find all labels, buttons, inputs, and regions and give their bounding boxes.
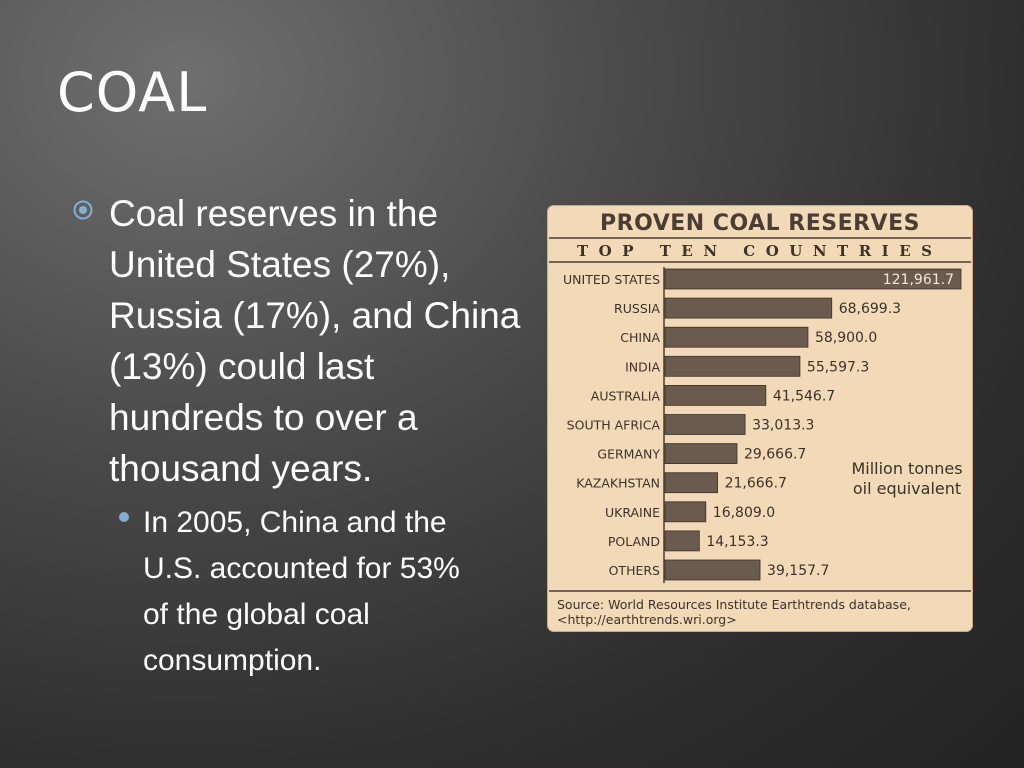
category-label: SOUTH AFRICA xyxy=(567,418,661,433)
sub-bullet-text: In 2005, China and the U.S. accounted fo… xyxy=(143,506,460,677)
chart-plot: UNITED STATES 121,961.7 RUSSIA 68,699.3 CHIN… xyxy=(549,237,971,592)
bar xyxy=(664,297,833,319)
unit-label: Million tonnes oil equivalent xyxy=(851,459,963,498)
value-label: 16,809.0 xyxy=(713,505,775,521)
category-label: RUSSIA xyxy=(614,301,660,316)
slide-title: COAL xyxy=(57,61,208,124)
bullet-item: Coal reserves in the United States (27%)… xyxy=(62,188,522,494)
category-label: KAZAKHSTAN xyxy=(576,476,660,491)
value-label: 39,157.7 xyxy=(767,563,829,579)
value-label: 29,666.7 xyxy=(744,447,806,463)
value-label: 33,013.3 xyxy=(752,418,814,434)
category-label: GERMANY xyxy=(597,447,660,462)
value-label: 55,597.3 xyxy=(807,359,869,375)
bullet-list: Coal reserves in the United States (27%)… xyxy=(62,188,522,684)
sub-bullet-item: In 2005, China and the U.S. accounted fo… xyxy=(62,500,463,684)
category-label: OTHERS xyxy=(609,563,660,578)
bar xyxy=(664,414,746,435)
circled-dot-icon xyxy=(73,200,93,220)
bar xyxy=(664,559,761,581)
bar xyxy=(664,268,962,290)
value-label: 14,153.3 xyxy=(706,534,768,550)
source-note: Source: World Resources Institute Eartht… xyxy=(557,597,911,627)
value-label: 68,699.3 xyxy=(839,301,901,317)
dot-icon xyxy=(119,512,129,522)
category-label: UKRAINE xyxy=(605,505,660,520)
chart-title: PROVEN COAL RESERVES xyxy=(600,211,920,236)
category-label: INDIA xyxy=(625,359,660,374)
bar xyxy=(664,501,707,523)
bar xyxy=(664,326,809,348)
category-label: UNITED STATES xyxy=(563,272,660,287)
value-label: 121,961.7 xyxy=(883,272,954,288)
bar xyxy=(664,384,767,406)
value-label: 58,900.0 xyxy=(815,330,877,346)
coal-reserves-chart: UNITED STATES 121,961.7 RUSSIA 68,699.3 CHIN… xyxy=(547,205,973,632)
bar xyxy=(664,472,718,494)
bullet-text: Coal reserves in the United States (27%)… xyxy=(109,193,521,489)
category-label: POLAND xyxy=(608,534,660,549)
bar xyxy=(664,530,700,552)
value-label: 41,546.7 xyxy=(773,388,835,404)
chart-subtitle: TOP TEN COUNTRIES xyxy=(577,242,943,260)
category-label: CHINA xyxy=(620,330,660,345)
value-label: 21,666.7 xyxy=(725,476,787,492)
bar xyxy=(664,355,801,377)
bar xyxy=(664,443,738,465)
category-label: AUSTRALIA xyxy=(591,388,661,403)
